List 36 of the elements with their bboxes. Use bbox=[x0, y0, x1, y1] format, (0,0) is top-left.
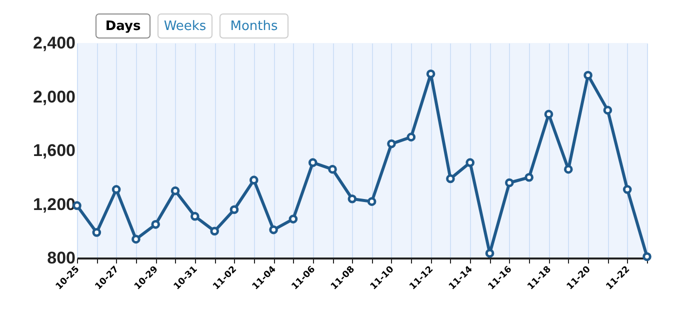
point bbox=[190, 212, 200, 221]
text: Days bbox=[105, 19, 141, 34]
point bbox=[269, 225, 278, 234]
y-tick-label: 2,400 bbox=[32, 34, 76, 52]
point bbox=[642, 252, 652, 262]
point bbox=[426, 70, 436, 78]
point bbox=[544, 110, 554, 119]
point bbox=[466, 158, 475, 167]
point bbox=[603, 106, 612, 115]
point bbox=[622, 185, 632, 194]
point bbox=[505, 178, 514, 188]
point bbox=[170, 186, 180, 196]
point bbox=[524, 172, 534, 182]
point bbox=[446, 174, 455, 184]
point bbox=[132, 234, 140, 244]
point bbox=[151, 220, 160, 229]
y-tick-label: 1,600 bbox=[32, 141, 76, 160]
point bbox=[249, 176, 258, 184]
point bbox=[230, 205, 239, 214]
point bbox=[485, 248, 494, 258]
point bbox=[92, 228, 102, 237]
point bbox=[406, 132, 416, 142]
text: Weeks bbox=[164, 19, 206, 34]
point bbox=[387, 139, 396, 148]
y-tick-label: 1,200 bbox=[32, 194, 76, 214]
point bbox=[564, 164, 573, 174]
point bbox=[328, 164, 337, 174]
point bbox=[348, 194, 357, 204]
y-tick-label: 2,000 bbox=[32, 87, 76, 106]
point bbox=[112, 185, 121, 194]
point bbox=[308, 158, 318, 167]
point bbox=[288, 214, 298, 224]
point bbox=[210, 226, 219, 236]
point bbox=[584, 70, 592, 80]
text: Months bbox=[230, 19, 278, 34]
point bbox=[367, 197, 376, 206]
